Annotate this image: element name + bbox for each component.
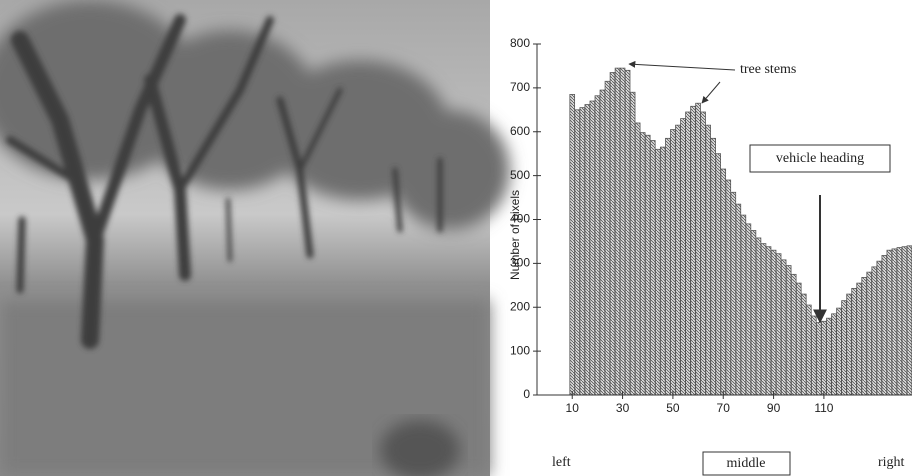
- bar: [574, 109, 581, 396]
- y-tick-label: 500: [510, 168, 530, 182]
- bar: [785, 265, 792, 396]
- position-box: [702, 451, 791, 476]
- bar: [821, 320, 827, 396]
- bar: [755, 237, 762, 396]
- bar: [715, 153, 721, 396]
- position-label: middle: [727, 456, 766, 471]
- bar: [760, 243, 767, 396]
- bar: [665, 137, 671, 396]
- bar: [690, 105, 696, 396]
- x-tick-label: 70: [717, 401, 731, 415]
- bar: [871, 266, 878, 396]
- position-label: right: [878, 455, 905, 470]
- bar: [846, 293, 852, 396]
- y-tick-label: 700: [510, 80, 530, 94]
- bar: [730, 191, 737, 396]
- bar: [861, 277, 867, 396]
- bar: [569, 94, 576, 396]
- bar: [765, 246, 772, 396]
- bar: [629, 91, 636, 396]
- bar: [685, 111, 691, 396]
- bar: [655, 148, 661, 396]
- bar: [800, 293, 807, 396]
- bar: [795, 282, 802, 396]
- annotation-arrow: [628, 60, 736, 71]
- y-tick-label: 600: [510, 124, 530, 138]
- annotation: vehicle heading: [776, 151, 864, 166]
- bar: [619, 67, 626, 396]
- bar: [720, 168, 727, 396]
- bar: [675, 124, 681, 396]
- bar: [680, 118, 686, 396]
- y-tick-label: 100: [510, 343, 530, 357]
- bar: [745, 223, 752, 396]
- bar: [836, 307, 842, 396]
- bar: [710, 137, 716, 396]
- bar: [806, 304, 812, 396]
- x-tick-label: 50: [666, 401, 680, 415]
- bar: [775, 253, 782, 396]
- bar: [816, 322, 822, 396]
- bar: [866, 271, 873, 396]
- bar: [660, 146, 666, 396]
- bar: [750, 230, 757, 396]
- bar: [856, 282, 862, 396]
- bar: [705, 124, 711, 396]
- y-axis-label: Number of pixels: [508, 190, 522, 280]
- bar: [906, 245, 912, 396]
- annotation-arrow: [701, 81, 721, 104]
- bar: [780, 259, 787, 396]
- bar: [896, 247, 903, 396]
- bar: [584, 104, 591, 396]
- y-tick-label: 200: [510, 299, 530, 313]
- y-tick-label: 300: [510, 256, 530, 270]
- annotation: tree stems: [740, 62, 796, 77]
- bar: [624, 69, 631, 396]
- bar: [831, 313, 837, 396]
- bar: [811, 315, 817, 396]
- bar: [790, 273, 797, 396]
- orchard-photo: [0, 0, 510, 476]
- bar: [891, 248, 898, 396]
- bar: [639, 132, 646, 396]
- bar: [851, 287, 857, 396]
- bar: [881, 255, 888, 396]
- bar: [644, 134, 651, 396]
- y-tick-label: 800: [510, 36, 530, 50]
- bar: [695, 102, 701, 396]
- annotation-box: [749, 144, 891, 173]
- y-tick-label: 0: [523, 387, 530, 401]
- bar: [649, 140, 656, 396]
- bar: [876, 260, 883, 396]
- bar: [609, 72, 616, 396]
- bar: [700, 111, 706, 396]
- bar: [589, 100, 596, 396]
- bar: [901, 246, 908, 396]
- y-tick-label: 400: [510, 212, 530, 226]
- bar: [725, 179, 732, 396]
- bar: [770, 249, 777, 396]
- bar: [634, 122, 641, 396]
- bar: [579, 107, 586, 396]
- x-tick-label: 90: [767, 401, 781, 415]
- x-tick-label: 110: [814, 401, 833, 415]
- bar: [594, 95, 601, 396]
- x-tick-label: 10: [566, 401, 580, 415]
- bar: [604, 80, 611, 396]
- bar: [740, 214, 747, 396]
- bar: [826, 317, 832, 396]
- bar: [670, 129, 676, 396]
- position-label: left: [552, 455, 571, 470]
- bar: [841, 300, 847, 396]
- bar: [886, 249, 893, 396]
- bar: [599, 89, 606, 396]
- bar: [735, 203, 742, 396]
- x-tick-label: 30: [616, 401, 630, 415]
- bar: [614, 67, 621, 396]
